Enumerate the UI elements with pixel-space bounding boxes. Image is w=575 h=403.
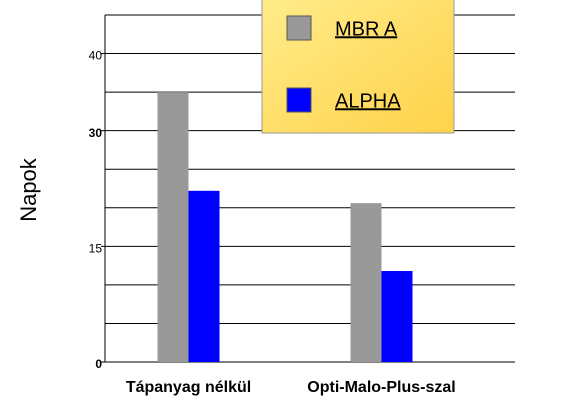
y-tick-label: 40 [89,49,103,63]
bar [188,190,220,362]
legend-swatch [286,15,312,41]
y-tick-label: 0 [95,357,102,371]
y-tick-label: 30 [89,126,103,140]
x-tick-label: Tápanyag nélkül [126,379,251,396]
bar [350,203,382,362]
y-tick-label: 15 [89,242,103,256]
bar [381,271,413,362]
bar [157,92,189,362]
x-tick-label: Opti-Malo-Plus-szal [307,379,455,396]
legend-swatch [286,87,312,113]
y-axis-label: Napok [16,157,41,222]
legend-label: MBR A [335,18,398,40]
legend-label: ALPHA [335,90,401,112]
